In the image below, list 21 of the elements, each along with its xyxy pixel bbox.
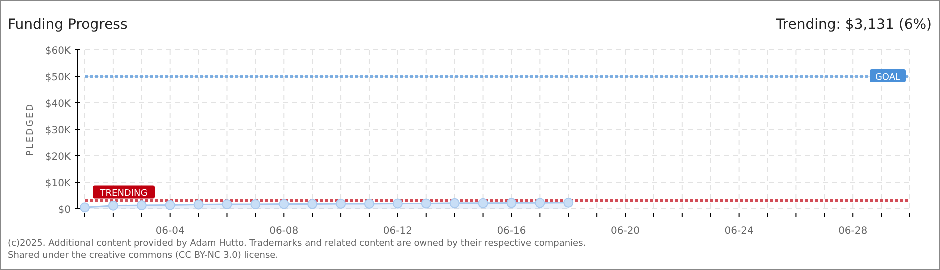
y-tick-label: $10K xyxy=(45,178,72,190)
y-tick-label: $60K xyxy=(45,46,72,57)
text: (c)2025. Additional content provided by Adam Hutto. Trademarks and related content are owned by their respective companies. xyxy=(8,239,586,249)
x-tick-label: 06-12 xyxy=(383,226,412,237)
x-tick-label: 06-28 xyxy=(838,226,868,237)
x-tick-label: 06-16 xyxy=(497,226,526,237)
y-tick-label: $30K xyxy=(45,126,72,136)
ref-line-label: GOAL xyxy=(875,73,901,83)
chart-subtitle: Trending: $3,131 (6%) xyxy=(775,17,932,33)
y-tick-label: $40K xyxy=(45,99,72,110)
x-tick-label: 06-04 xyxy=(156,226,185,237)
ref-line-label: TRENDING xyxy=(99,189,148,200)
y-tick-label: $20K xyxy=(45,152,72,163)
x-tick-label: 06-24 xyxy=(724,226,754,237)
x-tick-label: 06-08 xyxy=(270,226,299,237)
y-tick-label: $50K xyxy=(45,72,72,84)
text: Shared under the creative commons (CC BY-NC 3.0) license. xyxy=(8,251,279,261)
chart-title: Funding Progress xyxy=(8,17,128,33)
y-axis-title: PLEDGED xyxy=(26,102,36,156)
y-tick-label: $0 xyxy=(58,205,71,216)
x-tick-label: 06-20 xyxy=(610,226,640,237)
